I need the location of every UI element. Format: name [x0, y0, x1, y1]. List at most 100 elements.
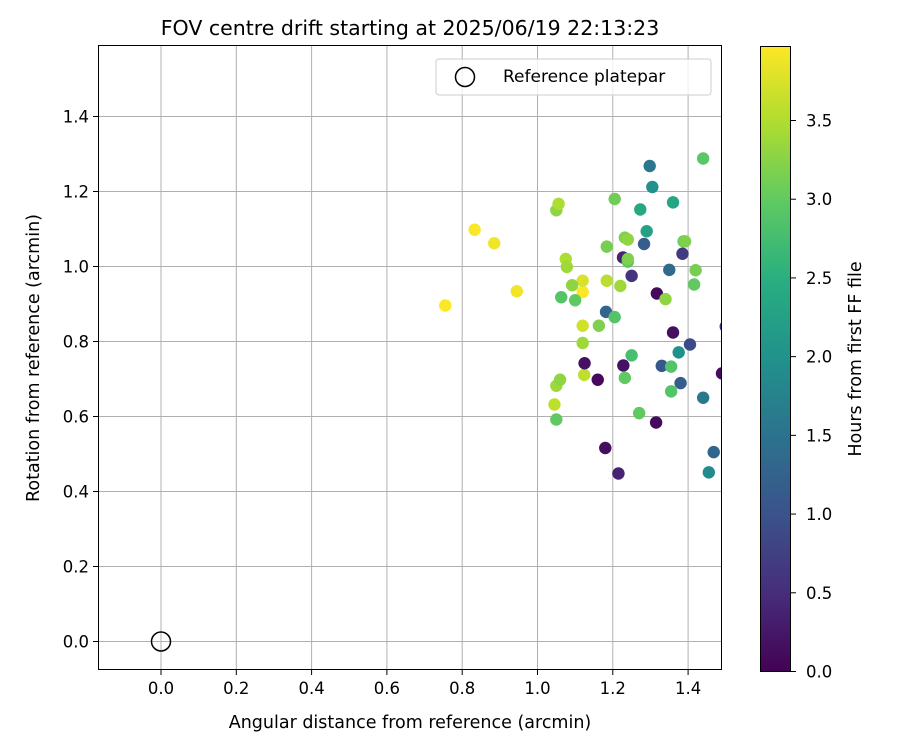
y-tick-label: 0.8 [63, 333, 89, 352]
data-points [439, 152, 722, 480]
x-tick-label: 1.4 [675, 679, 701, 698]
chart-title: FOV centre drift starting at 2025/06/19 … [161, 16, 660, 40]
data-point [689, 264, 702, 277]
reference-marker [150, 631, 172, 652]
data-point [560, 260, 574, 274]
data-point [676, 247, 689, 260]
colorbar-tick-label: 3.0 [806, 190, 832, 209]
data-point [683, 338, 697, 351]
x-tick-label: 0.6 [374, 679, 400, 698]
data-point [696, 391, 710, 404]
data-point [599, 441, 612, 455]
data-point [577, 368, 591, 382]
colorbar-tick-label: 2.0 [806, 348, 832, 367]
y-tick-label: 1.4 [63, 108, 89, 127]
data-point [663, 263, 676, 277]
data-point [625, 269, 638, 283]
data-point [576, 336, 589, 350]
y-tick-label: 0.2 [63, 558, 89, 577]
data-point [618, 371, 632, 385]
data-point [576, 285, 589, 299]
x-axis-label: Angular distance from reference (arcmin) [229, 713, 592, 733]
data-point [632, 406, 646, 420]
data-point [550, 413, 563, 426]
x-tick-label: 1.0 [524, 679, 550, 698]
y-tick-label: 1.0 [63, 258, 89, 277]
data-point [548, 398, 561, 411]
x-tick-label: 0.0 [148, 679, 174, 698]
data-point [576, 274, 589, 287]
data-point [664, 360, 678, 373]
data-point [625, 349, 638, 362]
data-point [707, 445, 720, 459]
colorbar: 0.0 0.5 1.0 1.5 2.0 2.5 3.0 3.5 Hours from firs… [760, 46, 866, 682]
data-point [696, 152, 710, 165]
plot-frame [98, 45, 722, 670]
data-point [659, 292, 672, 306]
data-point [646, 180, 659, 194]
legend-label: Reference platepar [503, 67, 665, 87]
y-tick-label: 0.4 [63, 483, 89, 502]
colorbar-tick-label: 0.0 [806, 663, 832, 682]
colorbar-label: Hours from first FF file [846, 261, 866, 456]
y-tick-label: 0.6 [63, 408, 89, 427]
y-tick-label: 1.2 [63, 183, 89, 202]
data-point [637, 237, 651, 251]
data-point [666, 196, 680, 209]
colorbar-tick-label: 1.0 [806, 505, 832, 524]
y-axis: 0.0 0.2 0.4 0.6 0.8 1.0 1.2 1.4 [63, 108, 98, 652]
colorbar-tick-label: 0.5 [806, 584, 832, 603]
grid [98, 45, 722, 670]
data-point [608, 310, 621, 324]
data-point [552, 197, 565, 211]
data-point [614, 279, 627, 293]
colorbar-tick-label: 2.5 [806, 269, 832, 288]
colorbar-ticks: 0.0 0.5 1.0 1.5 2.0 2.5 3.0 3.5 [791, 111, 832, 682]
data-point [674, 376, 687, 390]
data-point [439, 299, 452, 312]
data-point [576, 319, 589, 332]
data-point [591, 373, 604, 386]
data-point [664, 385, 678, 398]
y-axis-label: Rotation from reference (arcmin) [24, 214, 44, 502]
legend-box [435, 58, 712, 96]
legend: Reference platepar [435, 58, 712, 96]
data-point [592, 319, 606, 332]
x-tick-label: 0.2 [223, 679, 249, 698]
x-axis: 0.0 0.2 0.4 0.6 0.8 1.0 1.2 1.4 [148, 670, 701, 698]
y-tick-label: 0.0 [63, 633, 89, 652]
data-point [678, 235, 692, 248]
colorbar-tick-label: 3.5 [806, 111, 832, 130]
data-point [702, 466, 716, 479]
data-point [608, 192, 621, 206]
colorbar-gradient [760, 46, 791, 672]
data-point [612, 467, 625, 480]
data-point [555, 291, 568, 304]
data-point [640, 225, 653, 238]
data-point [643, 159, 656, 173]
x-tick-label: 0.8 [449, 679, 475, 698]
data-point [655, 359, 668, 373]
data-point [715, 367, 722, 380]
data-point [565, 279, 579, 292]
data-point [468, 223, 481, 236]
data-point [488, 237, 501, 250]
data-point [672, 346, 685, 359]
data-point [621, 233, 635, 246]
colorbar-tick-label: 1.5 [806, 426, 832, 445]
data-point [600, 240, 613, 253]
data-point [510, 285, 523, 298]
data-point [553, 373, 567, 386]
data-point [621, 252, 635, 266]
data-point [649, 416, 663, 429]
data-point [634, 203, 647, 216]
x-tick-label: 1.2 [600, 679, 626, 698]
data-point [568, 294, 582, 307]
data-point [578, 357, 591, 370]
x-tick-label: 0.4 [298, 679, 324, 698]
data-point [600, 274, 613, 287]
data-point [687, 278, 701, 291]
data-point [666, 326, 680, 339]
legend-marker [454, 66, 476, 88]
